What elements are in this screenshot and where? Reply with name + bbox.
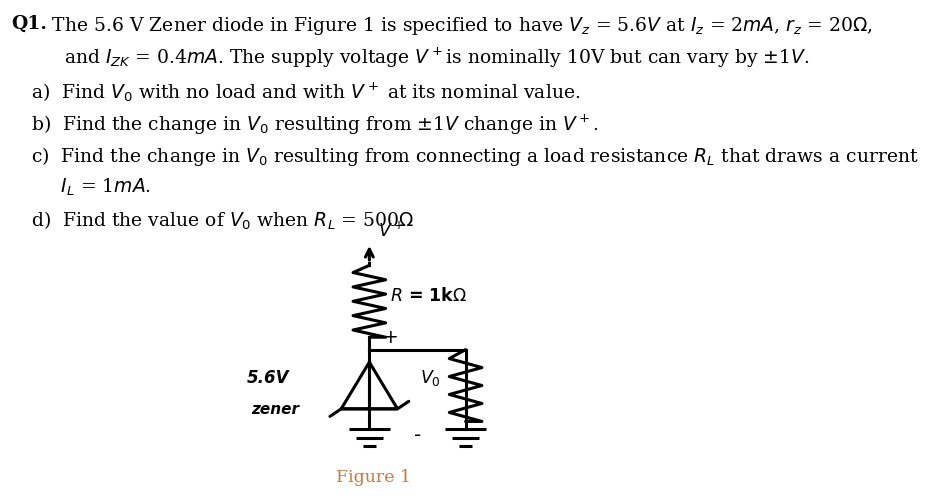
Text: $V_0$: $V_0$ <box>419 368 441 388</box>
Text: $V^+$: $V^+$ <box>378 221 404 240</box>
Text: $R$ = 1k$\Omega$: $R$ = 1k$\Omega$ <box>390 288 467 305</box>
Text: +: + <box>383 328 399 347</box>
Text: and $I_{ZK}$ = 0.4$mA$. The supply voltage $V^+$is nominally 10V but can vary by: and $I_{ZK}$ = 0.4$mA$. The supply volta… <box>64 46 809 70</box>
Text: -: - <box>414 426 421 445</box>
Text: The 5.6 V Zener diode in Figure 1 is specified to have $V_z$ = 5.6$V$ at $I_z$ =: The 5.6 V Zener diode in Figure 1 is spe… <box>46 15 872 37</box>
Text: a)  Find $V_0$ with no load and with $V^+$ at its nominal value.: a) Find $V_0$ with no load and with $V^+… <box>31 81 580 104</box>
Text: b)  Find the change in $V_0$ resulting from $\pm$1$V$ change in $V^+$.: b) Find the change in $V_0$ resulting fr… <box>31 113 599 137</box>
Text: 5.6V: 5.6V <box>247 369 289 387</box>
Text: zener: zener <box>251 402 299 417</box>
Text: Figure 1: Figure 1 <box>335 469 411 486</box>
Text: Q1.: Q1. <box>11 15 48 33</box>
Text: c)  Find the change in $V_0$ resulting from connecting a load resistance $R_L$ t: c) Find the change in $V_0$ resulting fr… <box>31 145 918 168</box>
Text: $I_L$ = 1$mA$.: $I_L$ = 1$mA$. <box>31 177 151 198</box>
Text: d)  Find the value of $V_0$ when $R_L$ = 500$\Omega$: d) Find the value of $V_0$ when $R_L$ = … <box>31 209 414 231</box>
